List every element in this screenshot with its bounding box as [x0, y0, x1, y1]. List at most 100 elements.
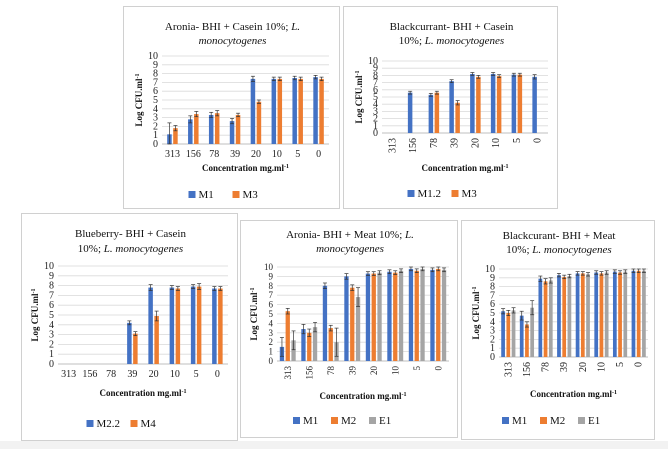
x-tick-label: 39 [347, 366, 357, 376]
y-tick-label: 10 [485, 264, 495, 275]
x-tick-label: 313 [503, 362, 514, 377]
bar-E1-0 [642, 270, 646, 357]
chart-svg: Blueberry- BHI + Casein 10%; L. monocytog… [30, 228, 228, 430]
x-tick-label: 20 [149, 369, 159, 380]
bar-M2-5 [414, 270, 419, 361]
y-axis-title-text: Log CFU.ml [249, 292, 259, 340]
chart-title: Aronia- BHI + Casein 10%; L. [165, 21, 300, 33]
bar-M3-20 [476, 76, 481, 133]
x-axis-title-sup: -1 [182, 389, 187, 395]
chart-title-species: L. monocytogenes [531, 244, 611, 256]
chart-title-line2: 10%; L. monocytogenes [399, 35, 504, 47]
y-tick-label: 10 [44, 261, 54, 272]
y-tick-label: 1 [153, 130, 158, 141]
x-tick-label: 39 [450, 138, 461, 148]
y-tick-label: 6 [49, 300, 54, 311]
y-tick-label: 2 [490, 334, 495, 345]
x-tick-label: 39 [559, 362, 570, 372]
x-tick-label: 39 [230, 149, 240, 160]
bar-E1-78 [548, 280, 553, 357]
x-tick-label: 313 [165, 149, 180, 160]
chart-title-main-rest: 10%; [399, 35, 425, 47]
x-tick-label: 5 [194, 369, 199, 380]
y-tick-label: 9 [269, 271, 274, 281]
x-tick-label: 0 [433, 366, 443, 371]
y-tick-label: 6 [373, 85, 378, 96]
x-tick-label: 5 [615, 362, 626, 367]
y-axis-title: Log CFU.ml-1 [249, 288, 259, 341]
bar-E1-313 [291, 340, 296, 361]
y-tick-label: 7 [269, 290, 274, 300]
bar-M2-313 [285, 311, 290, 361]
bar-M2-10 [393, 272, 398, 361]
y-tick-label: 8 [49, 281, 54, 292]
bar-M3-20 [256, 101, 262, 144]
x-tick-label: 20 [578, 362, 589, 372]
y-tick-label: 6 [153, 86, 158, 97]
y-axis-title: Log CFU.ml-1 [471, 287, 481, 340]
x-tick-label: 78 [541, 362, 552, 372]
legend-swatch-M3 [451, 190, 459, 197]
bar-M1-2-10 [490, 73, 496, 133]
bar-M4-20 [154, 315, 159, 364]
chart-panel-aronia-meat: Aronia- BHI + Meat 10%; L. monocytogenes 0… [240, 220, 458, 438]
y-tick-label: 8 [490, 282, 495, 293]
y-tick-label: 0 [153, 139, 158, 150]
legend-swatch-M1 [188, 191, 196, 198]
chart-svg: Aronia- BHI + Casein 10%; L. monocytogene… [134, 21, 329, 201]
x-tick-label: 78 [106, 369, 116, 380]
y-tick-label: 4 [153, 104, 158, 115]
bar-M1-78 [538, 278, 543, 357]
legend-label-M2: M2 [341, 415, 356, 427]
x-tick-label: 10 [170, 369, 180, 380]
chart-title: Aronia- BHI + Meat 10%; L. [286, 229, 414, 241]
legend-swatch-M2 [331, 417, 338, 424]
bar-M1-39 [229, 121, 235, 144]
legend-swatch-M1 [293, 417, 300, 424]
x-axis-title: Concentration mg.ml-1 [530, 389, 617, 399]
y-tick-label: 9 [490, 273, 495, 284]
bar-M2-39 [562, 276, 567, 357]
x-tick-label: 156 [304, 366, 314, 380]
chart-title-main: Blackcurrant- BHI + Casein [390, 21, 514, 33]
y-tick-label: 1 [490, 343, 495, 354]
y-tick-label: 3 [269, 328, 274, 338]
bar-M2-78 [543, 281, 548, 357]
chart-title-main: Blueberry- BHI + Casein [75, 228, 186, 240]
chart-title: Blueberry- BHI + Casein [75, 228, 186, 240]
y-tick-label: 0 [490, 352, 495, 363]
bar-M2-0 [436, 268, 441, 361]
chart-panel-aronia-casein: Aronia- BHI + Casein 10%; L. monocytogene… [123, 6, 340, 209]
bar-M1-2-156 [407, 92, 413, 133]
y-tick-label: 9 [49, 271, 54, 282]
x-tick-label: 156 [408, 138, 419, 153]
chart-svg: Aronia- BHI + Meat 10%; L. monocytogenes 0… [249, 229, 449, 427]
page-bottom-strip [0, 441, 668, 449]
bar-M2-2-10 [169, 287, 175, 364]
x-axis-title-text: Concentration mg.ml [530, 389, 612, 399]
x-tick-label: 0 [215, 369, 220, 380]
y-tick-label: 7 [490, 290, 495, 301]
legend-label-E1: E1 [588, 415, 600, 427]
legend-swatch-M2 [540, 417, 547, 424]
chart-title-species: L. monocytogenes [103, 243, 183, 255]
bar-E1-5 [420, 268, 425, 361]
y-tick-label: 8 [153, 69, 158, 80]
legend-label-E1: E1 [379, 415, 391, 427]
bar-M2-2-20 [148, 287, 153, 364]
bar-M1-5 [408, 268, 414, 361]
y-tick-label: 5 [490, 308, 495, 319]
x-tick-label: 0 [533, 138, 544, 143]
bar-E1-0 [441, 269, 447, 361]
x-tick-label: 5 [512, 138, 523, 143]
bar-E1-156 [312, 327, 318, 361]
x-axis-title-sup: -1 [284, 164, 289, 170]
bar-M1-5 [612, 271, 617, 357]
bar-M3-0 [319, 78, 324, 144]
y-axis-title-text: Log CFU.ml [134, 78, 144, 126]
legend-swatch-M2-2 [86, 420, 94, 427]
bar-M1-156 [301, 329, 306, 361]
y-tick-label: 4 [373, 99, 378, 110]
legend-label-M1: M1 [512, 415, 527, 427]
x-tick-label: 78 [326, 366, 336, 376]
